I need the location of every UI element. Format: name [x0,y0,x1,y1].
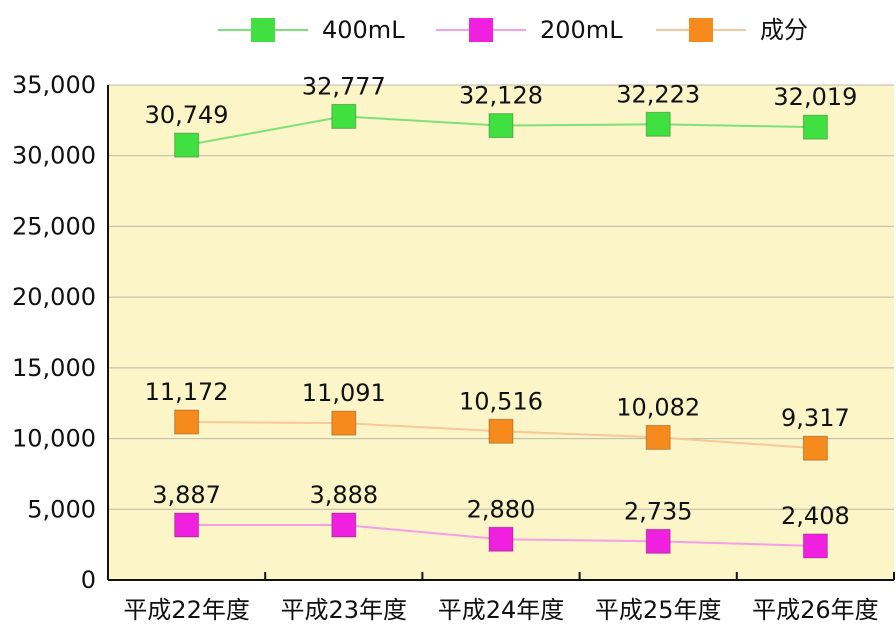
data-label: 11,172 [145,378,229,406]
data-point [645,528,671,554]
data-point [174,512,200,538]
data-label: 10,082 [616,393,700,421]
legend-label: 200mL [540,16,623,44]
series-1: 3,887 3,888 2,880 2,735 2,408 [152,481,850,559]
data-label: 3,887 [152,481,221,509]
series-group: 30,749 32,777 32,128 32,223 32,019 3,887 3,888… [145,72,857,559]
data-point [802,114,828,140]
y-tick-label: 5,000 [27,495,96,523]
data-point [645,111,671,137]
data-point [488,113,514,139]
plot-area [108,84,894,580]
data-label: 32,128 [459,82,543,110]
data-label: 32,019 [773,83,857,111]
plot-background [108,85,894,580]
data-point [174,132,200,158]
x-tick-label: 平成23年度 [281,596,408,624]
y-tick-label: 25,000 [12,212,96,240]
data-point [488,526,514,552]
data-label: 2,408 [781,502,850,530]
y-tick-label: 20,000 [12,283,96,311]
data-label: 30,749 [145,101,229,129]
legend-item: 200mL [436,16,623,44]
legend-item: 400mL [218,16,405,44]
x-tick-label: 平成26年度 [752,596,879,624]
data-point [331,512,357,538]
legend-label: 400mL [322,16,405,44]
data-label: 11,091 [302,379,386,407]
y-tick-label: 35,000 [12,71,96,99]
x-tick-label: 平成24年度 [438,596,565,624]
legend-marker [251,18,275,42]
x-tick-label: 平成22年度 [123,596,250,624]
legend-item: 成分 [656,16,808,44]
series-0: 30,749 32,777 32,128 32,223 32,019 [145,72,857,158]
y-tick-label: 15,000 [12,354,96,382]
legend-marker [689,18,713,42]
series-2: 11,172 11,091 10,516 10,082 9,317 [145,378,850,461]
data-point [645,424,671,450]
data-point [802,435,828,461]
legend-label: 成分 [760,16,808,44]
x-tick-label: 平成25年度 [595,596,722,624]
data-point [174,409,200,435]
legend-marker [469,18,493,42]
data-point [802,533,828,559]
data-point [331,103,357,129]
data-label: 9,317 [781,404,850,432]
data-label: 32,777 [302,72,386,100]
y-tick-label: 0 [81,566,96,594]
data-label: 10,516 [459,387,543,415]
data-point [488,418,514,444]
y-tick-label: 10,000 [12,425,96,453]
axes: 0 5,000 10,000 15,000 20,000 25,000 30,000 35,0… [12,71,895,624]
data-label: 2,880 [467,495,536,523]
data-label: 3,888 [309,481,378,509]
y-tick-label: 30,000 [12,142,96,170]
data-label: 2,735 [624,497,693,525]
data-point [331,410,357,436]
legend: 400mL 200mL 成分 [218,16,808,44]
data-label: 32,223 [616,80,700,108]
